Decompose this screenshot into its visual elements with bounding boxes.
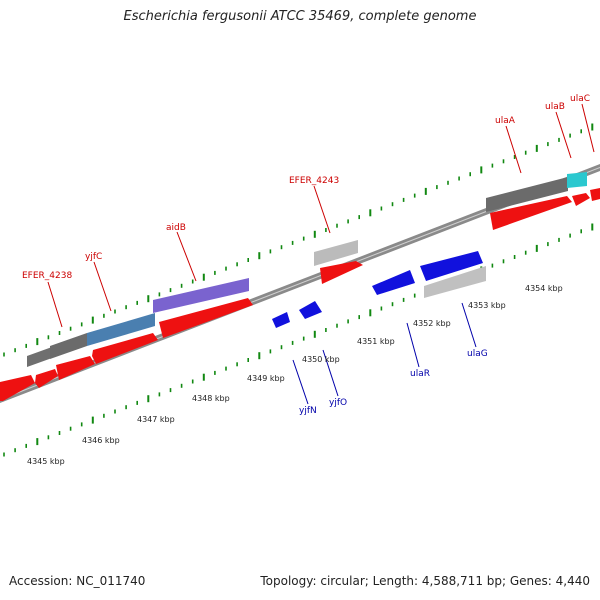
feature-efer4243-gene: [314, 240, 358, 266]
feature-efer4238-gene: [27, 347, 52, 367]
gene-label-ulac: ulaC: [570, 94, 590, 104]
feature-ulaa-gene: [486, 177, 568, 212]
gene-label-ulag: ulaG: [467, 349, 488, 359]
cds-arrow: [56, 356, 95, 380]
reverse-cds-arrows: [272, 251, 483, 328]
tick-label: 4346 kbp: [82, 436, 120, 445]
gene-labels: EFER_4238 yjfC aidB EFER_4243 ulaA ulaB …: [22, 94, 590, 416]
gene-label-efer4243: EFER_4243: [289, 176, 339, 186]
tick-label: 4345 kbp: [27, 457, 65, 466]
cds-arrow: [159, 298, 253, 338]
gene-label-ulab: ulaB: [545, 102, 565, 112]
cds-arrow: [320, 261, 363, 284]
label-leader-lines: [47, 103, 595, 405]
tick-label: 4347 kbp: [137, 415, 175, 424]
gene-label-ular: ulaR: [410, 369, 430, 379]
feature-aidb-gene: [153, 278, 249, 313]
gene-label-yjfo: yjfO: [329, 398, 347, 408]
feature-yjfc-region-dark: [50, 333, 87, 359]
tick-label: 4352 kbp: [413, 319, 451, 328]
tick-label: 4353 kbp: [468, 301, 506, 310]
feature-ulab-gene: [567, 172, 587, 188]
gene-features: [27, 172, 587, 367]
tick-label: 4354 kbp: [525, 284, 563, 293]
gene-label-yjfc: yjfC: [85, 252, 102, 262]
gene-label-yjfn: yjfN: [299, 406, 317, 416]
cds-arrow: [272, 312, 290, 328]
cds-arrow: [0, 375, 35, 401]
cds-arrow: [590, 188, 600, 201]
tick-label: 4349 kbp: [247, 374, 285, 383]
genome-summary-text: Topology: circular; Length: 4,588,711 bp…: [260, 574, 590, 588]
feature-ulag-gene: [424, 266, 486, 298]
feature-yjfc-gene: [87, 313, 155, 346]
cds-arrow: [420, 251, 483, 281]
gene-label-aidb: aidB: [166, 223, 186, 233]
map-title: Escherichia fergusonii ATCC 35469, compl…: [123, 9, 477, 24]
forward-tick-marks: [3, 123, 594, 357]
accession-text: Accession: NC_011740: [9, 574, 146, 588]
cds-arrow: [572, 193, 590, 206]
forward-cds-arrows: [0, 188, 600, 401]
cds-arrow: [372, 270, 415, 295]
tick-label: 4350 kbp: [302, 355, 340, 364]
gene-label-ulaa: ulaA: [495, 116, 516, 126]
cds-arrow: [35, 369, 58, 388]
cds-arrow: [92, 333, 158, 364]
cds-arrow: [490, 196, 572, 230]
gene-label-efer4238: EFER_4238: [22, 271, 72, 281]
tick-label: 4351 kbp: [357, 337, 395, 346]
scale-tick-labels: 4345 kbp 4346 kbp 4347 kbp 4348 kbp 4349…: [27, 284, 563, 466]
tick-label: 4348 kbp: [192, 394, 230, 403]
cds-arrow: [299, 301, 322, 319]
